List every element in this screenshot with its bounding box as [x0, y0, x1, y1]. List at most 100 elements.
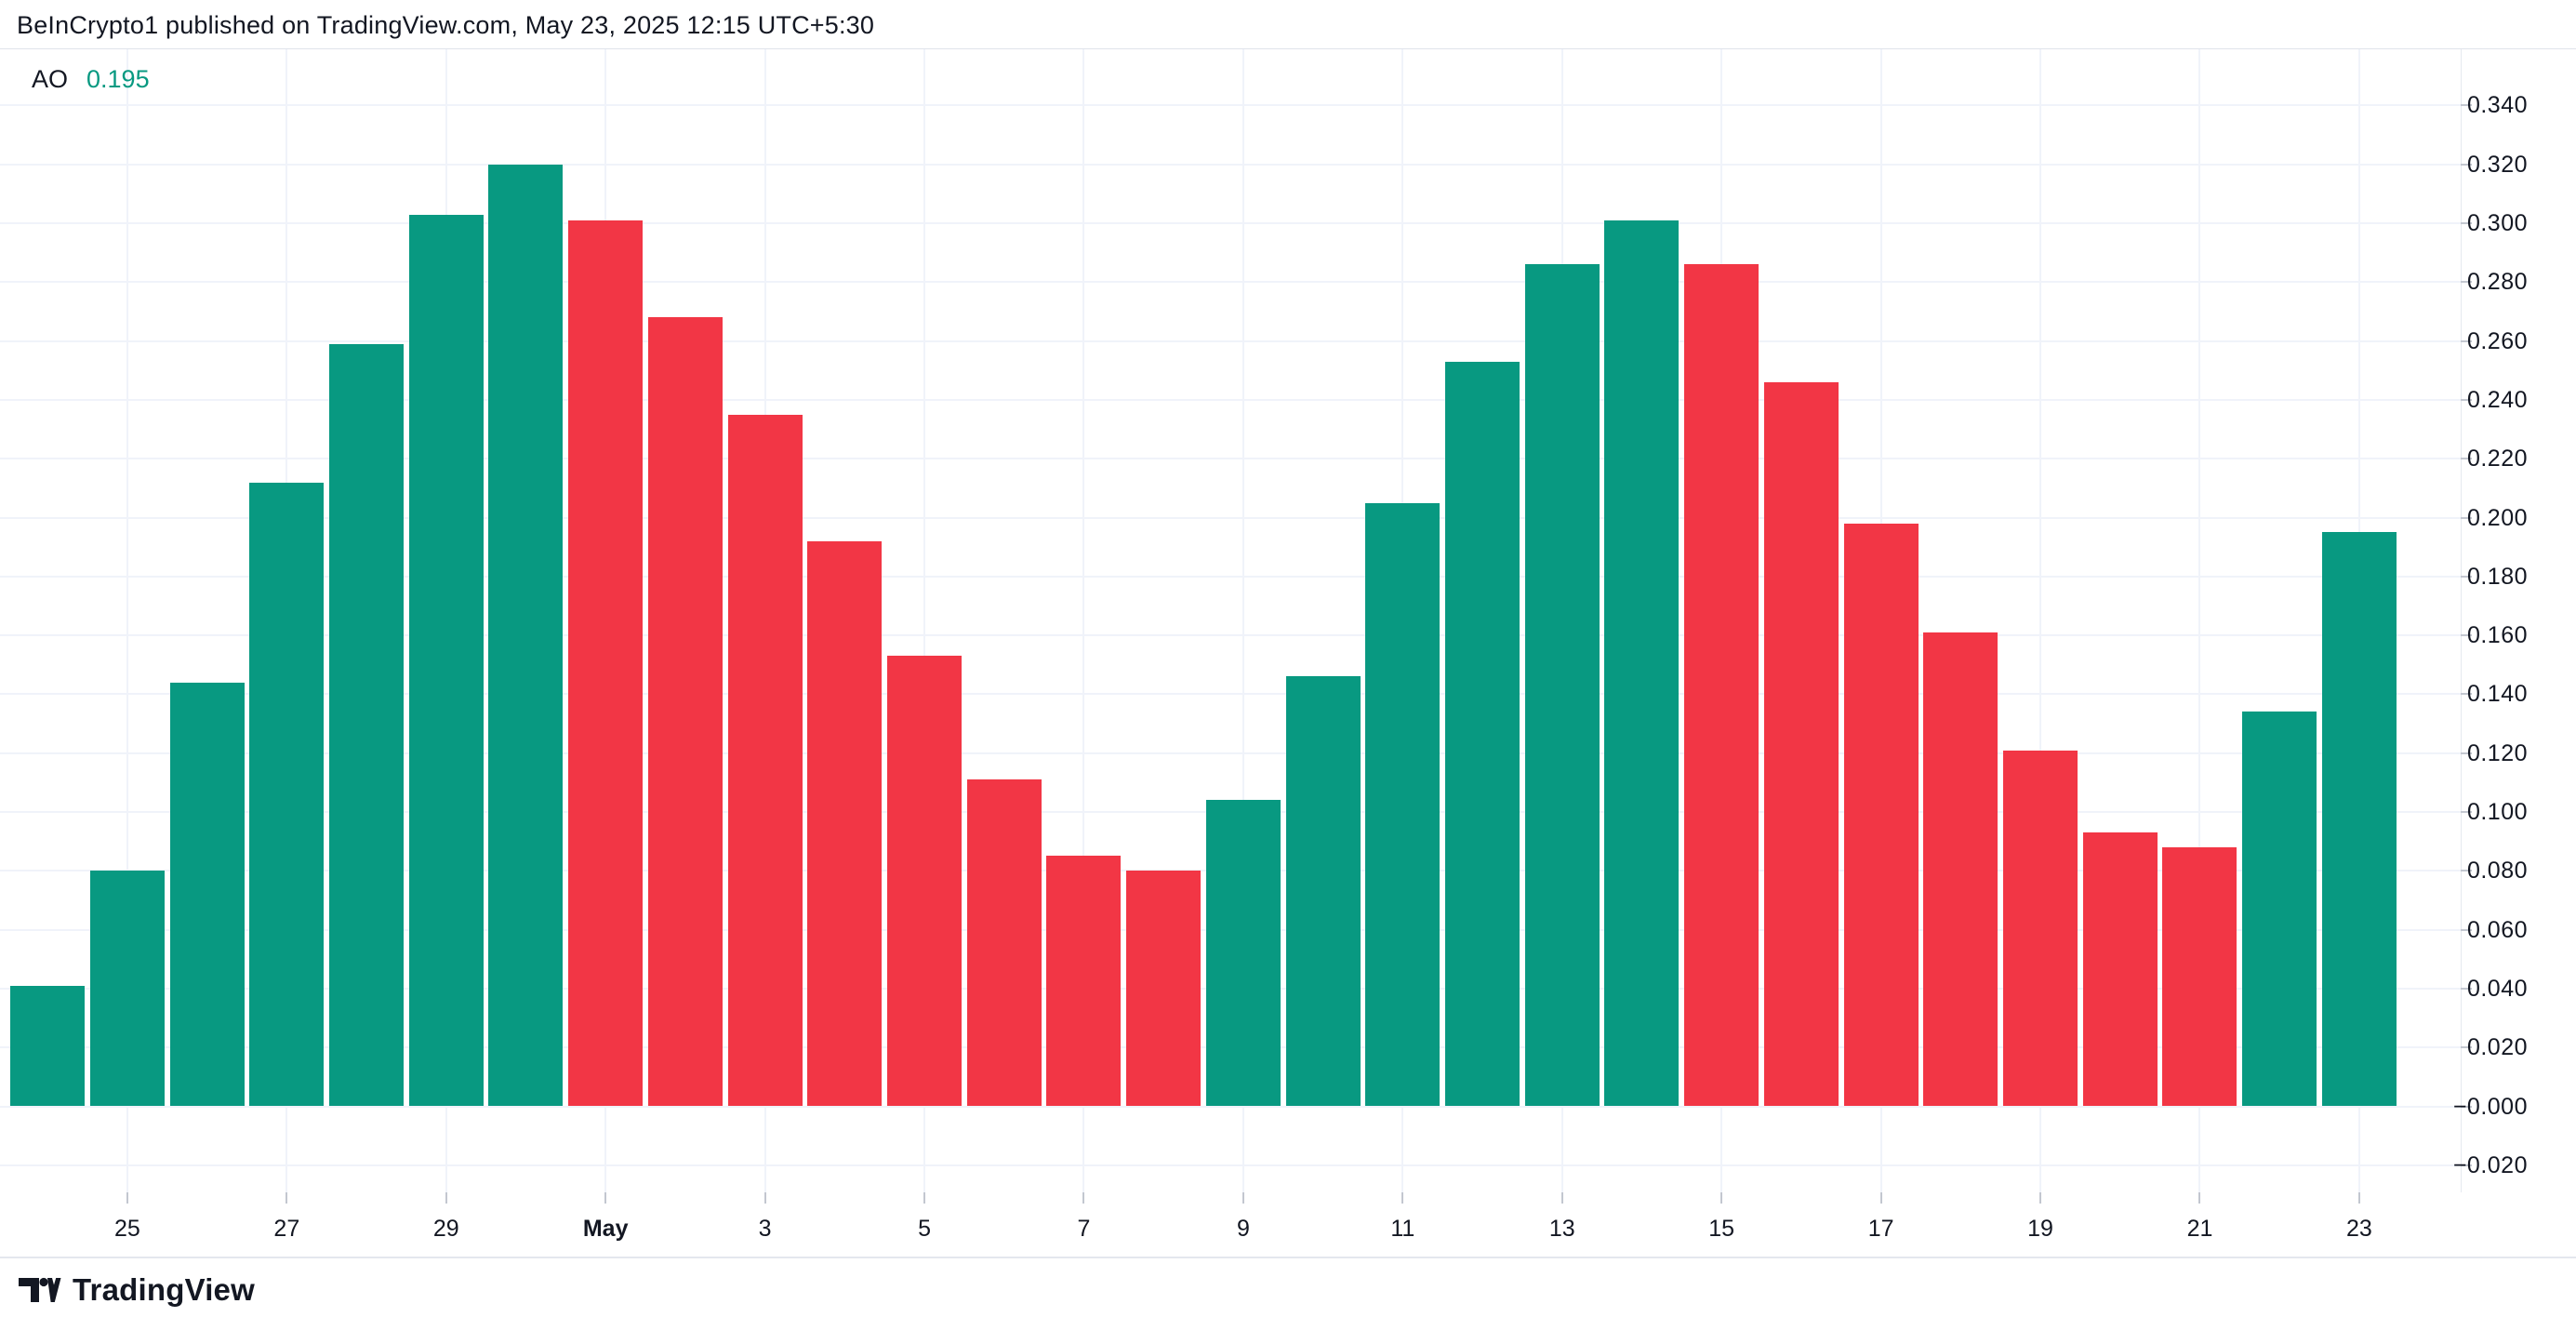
ao-histogram-bar [488, 164, 564, 1107]
price-tick-label: −0.000 [2452, 1093, 2528, 1120]
chart-plot-area[interactable] [0, 49, 2461, 1192]
h-gridline [0, 339, 2461, 342]
price-tick-mark [2461, 398, 2472, 401]
ao-histogram-bar [887, 656, 963, 1107]
price-tick-mark [2461, 928, 2472, 931]
price-tick-label: 0.340 [2466, 92, 2528, 119]
time-tick-label: 19 [2027, 1216, 2053, 1242]
price-tick-label: 0.300 [2466, 210, 2528, 236]
time-tick-label: 29 [432, 1216, 459, 1242]
time-tick-label: 3 [758, 1216, 772, 1242]
price-tick-mark [2461, 339, 2472, 342]
price-tick-mark [2461, 1105, 2472, 1108]
ao-histogram-bar [249, 482, 325, 1107]
h-gridline [0, 222, 2461, 224]
price-tick-label: 0.040 [2466, 975, 2528, 1002]
price-tick-label: 0.200 [2466, 504, 2528, 531]
time-tick-label: 5 [918, 1216, 931, 1242]
time-tick-mark [2357, 1192, 2360, 1204]
h-gridline [0, 693, 2461, 696]
tradingview-wordmark: TradingView [73, 1272, 255, 1307]
price-tick-label: 0.120 [2466, 739, 2528, 766]
h-gridline [0, 575, 2461, 578]
price-tick-mark [2461, 634, 2472, 637]
h-gridline [0, 752, 2461, 754]
ao-histogram-bar [1205, 800, 1281, 1107]
ao-histogram-bar [2321, 532, 2397, 1107]
indicator-name: AO [32, 65, 69, 93]
price-tick-label: 0.100 [2466, 799, 2528, 825]
time-tick-label: May [582, 1216, 629, 1242]
price-axis[interactable]: 0.340 0.320 0.300 0.280 0.260 0.240 0.220 0.200… [2453, 49, 2576, 1192]
price-tick-label: 0.060 [2466, 916, 2528, 943]
price-tick-mark [2461, 693, 2472, 696]
time-tick-mark [1242, 1192, 1244, 1204]
ao-histogram-bar [568, 220, 644, 1107]
v-gridline [2198, 49, 2201, 1192]
price-tick-mark [2461, 1164, 2472, 1166]
time-tick-mark [2198, 1192, 2201, 1204]
time-tick-mark [126, 1192, 128, 1204]
h-gridline [0, 634, 2461, 637]
time-tick-mark [1401, 1192, 1404, 1204]
price-tick-mark [2461, 811, 2472, 813]
price-tick-label: 0.020 [2466, 1034, 2528, 1061]
price-tick-label: 0.220 [2466, 446, 2528, 472]
v-gridline [126, 49, 128, 1192]
ao-histogram-bar [1923, 632, 1998, 1107]
price-tick-label: 0.140 [2466, 681, 2528, 708]
h-gridline [0, 516, 2461, 519]
price-tick-mark [2461, 870, 2472, 872]
ao-histogram-bar [1843, 523, 1919, 1107]
time-tick-mark [923, 1192, 926, 1204]
ao-histogram-bar [1524, 264, 1600, 1107]
price-tick-mark [2461, 104, 2472, 107]
time-tick-mark [1879, 1192, 1882, 1204]
h-gridline [0, 398, 2461, 401]
h-gridline [0, 281, 2461, 284]
time-tick-mark [1082, 1192, 1085, 1204]
ao-histogram-bar [2003, 750, 2078, 1107]
time-tick-mark [764, 1192, 766, 1204]
price-tick-label: 0.240 [2466, 386, 2528, 413]
h-gridline [0, 1164, 2461, 1166]
chart-bottom-separator [0, 1257, 2576, 1258]
time-tick-mark [2039, 1192, 2042, 1204]
v-gridline [1082, 49, 1085, 1192]
tradingview-attribution[interactable]: TradingView [19, 1269, 255, 1311]
price-tick-mark [2461, 752, 2472, 754]
ao-histogram-bar [10, 985, 86, 1107]
price-tick-mark [2461, 516, 2472, 519]
ao-histogram-bar [169, 682, 245, 1107]
v-gridline [2039, 49, 2042, 1192]
ao-histogram-bar [2082, 832, 2158, 1107]
h-gridline [0, 458, 2461, 460]
time-axis[interactable]: 25 27 29 May 3 5 7 9 11 13 15 17 19 21 23 [0, 1192, 2576, 1257]
ao-histogram-bar [408, 214, 484, 1107]
price-tick-label: 0.280 [2466, 269, 2528, 296]
price-tick-label: 0.260 [2466, 327, 2528, 354]
h-gridline [0, 104, 2461, 107]
ao-histogram-bar [1763, 381, 1839, 1107]
h-gridline [0, 163, 2461, 166]
ao-histogram-bar [647, 317, 723, 1107]
time-tick-label: 13 [1548, 1216, 1575, 1242]
h-gridline [0, 1105, 2461, 1108]
time-tick-label: 15 [1708, 1216, 1735, 1242]
tradingview-logo-icon [19, 1277, 61, 1302]
time-tick-label: 17 [1867, 1216, 1894, 1242]
time-tick-label: 11 [1390, 1216, 1415, 1242]
header-bar: BeInCrypto1 published on TradingView.com… [0, 0, 2576, 49]
v-gridline [1242, 49, 1244, 1192]
ao-histogram-bar [1285, 676, 1361, 1107]
ao-histogram-bar [807, 540, 883, 1107]
time-tick-label: 27 [273, 1216, 300, 1242]
ao-histogram-bar [89, 871, 165, 1107]
time-tick-label: 7 [1077, 1216, 1091, 1242]
price-tick-mark [2461, 222, 2472, 224]
price-axis-border [2461, 49, 2462, 1192]
indicator-legend[interactable]: AO 0.195 [32, 65, 150, 94]
time-tick-label: 9 [1236, 1216, 1250, 1242]
time-tick-label: 23 [2345, 1216, 2372, 1242]
